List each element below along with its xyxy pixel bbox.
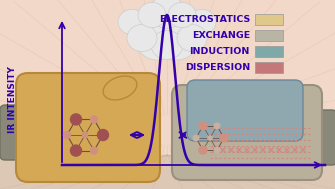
Ellipse shape <box>118 9 146 35</box>
Ellipse shape <box>199 146 207 154</box>
Ellipse shape <box>82 132 88 138</box>
Ellipse shape <box>188 9 216 35</box>
Ellipse shape <box>149 0 185 28</box>
FancyBboxPatch shape <box>187 80 303 141</box>
Ellipse shape <box>151 31 183 59</box>
Ellipse shape <box>208 136 212 140</box>
Text: EXCHANGE: EXCHANGE <box>192 31 250 40</box>
FancyBboxPatch shape <box>255 62 283 73</box>
Ellipse shape <box>177 25 207 51</box>
FancyBboxPatch shape <box>255 46 283 57</box>
FancyBboxPatch shape <box>16 73 160 182</box>
Text: ELECTROSTATICS: ELECTROSTATICS <box>159 15 250 24</box>
Ellipse shape <box>199 122 207 130</box>
Ellipse shape <box>64 132 70 139</box>
Ellipse shape <box>70 114 81 125</box>
FancyBboxPatch shape <box>172 85 322 180</box>
Ellipse shape <box>145 5 189 45</box>
Ellipse shape <box>138 2 166 28</box>
Text: DISPERSION: DISPERSION <box>185 63 250 72</box>
Ellipse shape <box>169 14 205 46</box>
Ellipse shape <box>214 147 220 153</box>
Ellipse shape <box>168 2 196 28</box>
FancyBboxPatch shape <box>285 110 335 165</box>
FancyBboxPatch shape <box>0 105 50 160</box>
Ellipse shape <box>137 24 177 60</box>
Ellipse shape <box>127 25 157 51</box>
Text: IR INTENSITY: IR INTENSITY <box>8 67 17 133</box>
Ellipse shape <box>103 76 137 100</box>
Ellipse shape <box>70 145 81 156</box>
FancyBboxPatch shape <box>255 30 283 41</box>
FancyBboxPatch shape <box>255 14 283 25</box>
Text: INDUCTION: INDUCTION <box>190 47 250 56</box>
Ellipse shape <box>220 134 228 142</box>
Ellipse shape <box>129 14 165 46</box>
Ellipse shape <box>157 24 197 60</box>
Ellipse shape <box>90 116 97 123</box>
Ellipse shape <box>90 147 97 154</box>
Ellipse shape <box>214 123 220 129</box>
Ellipse shape <box>97 129 109 140</box>
Ellipse shape <box>193 135 199 141</box>
